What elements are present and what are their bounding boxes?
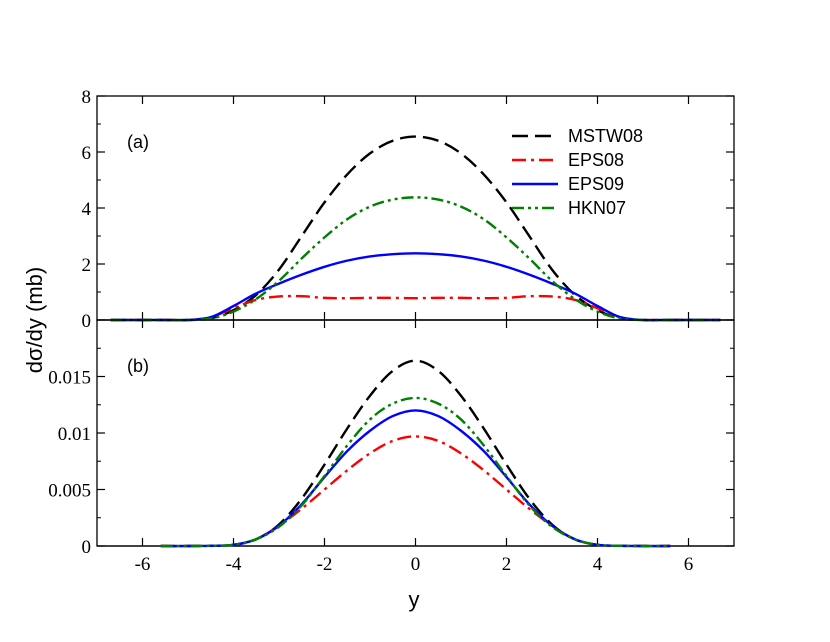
- y-tick-label: 4: [82, 199, 92, 220]
- legend-entry-hkn07: HKN07: [568, 198, 626, 218]
- series-line-eps09: [160, 409, 671, 548]
- x-tick-label: 4: [593, 554, 603, 575]
- panel-label: (a): [127, 132, 149, 152]
- series-line-eps09: [110, 252, 721, 322]
- x-tick-label: -2: [317, 554, 333, 575]
- x-tick-label: -6: [135, 554, 151, 575]
- legend-entry-mstw08: MSTW08: [568, 126, 643, 146]
- series-line-mstw08: [160, 359, 671, 548]
- panel-a: 0 2 4 6 8 (a): [82, 87, 735, 332]
- legend-entry-eps08: EPS08: [568, 150, 624, 170]
- series-line-mstw08: [110, 135, 721, 322]
- x-tick-label: -4: [226, 554, 242, 575]
- series-line-hkn07: [160, 396, 671, 548]
- y-tick-label: 6: [82, 143, 92, 164]
- x-axis-title: y: [409, 587, 420, 612]
- y-tick-label: 0: [82, 537, 92, 558]
- series-line-eps08: [160, 435, 671, 548]
- series-line-eps08: [110, 294, 721, 322]
- y-tick-label: 0.005: [48, 481, 91, 502]
- y-tick-label: 8: [82, 87, 92, 108]
- y-tick-label: 0: [82, 311, 92, 332]
- y-axis-title: dσ/dy (mb): [22, 267, 47, 374]
- legend: MSTW08 EPS08 EPS09 HKN07: [512, 126, 643, 218]
- panel-label: (b): [127, 356, 149, 376]
- legend-entry-eps09: EPS09: [568, 174, 624, 194]
- y-tick-label: 2: [82, 255, 92, 276]
- x-tick-label: 2: [502, 554, 512, 575]
- plot-frame-2: [96, 319, 735, 547]
- panel-b: -6 -4 -2 0 2 4 6 0 0.005 0.01 0.015 (b): [48, 319, 735, 575]
- y-tick-label: 0.01: [58, 424, 91, 445]
- series-line-hkn07: [110, 196, 721, 322]
- x-tick-label: 6: [684, 554, 694, 575]
- y-tick-label: 0.015: [48, 368, 91, 389]
- x-tick-label: 0: [411, 554, 421, 575]
